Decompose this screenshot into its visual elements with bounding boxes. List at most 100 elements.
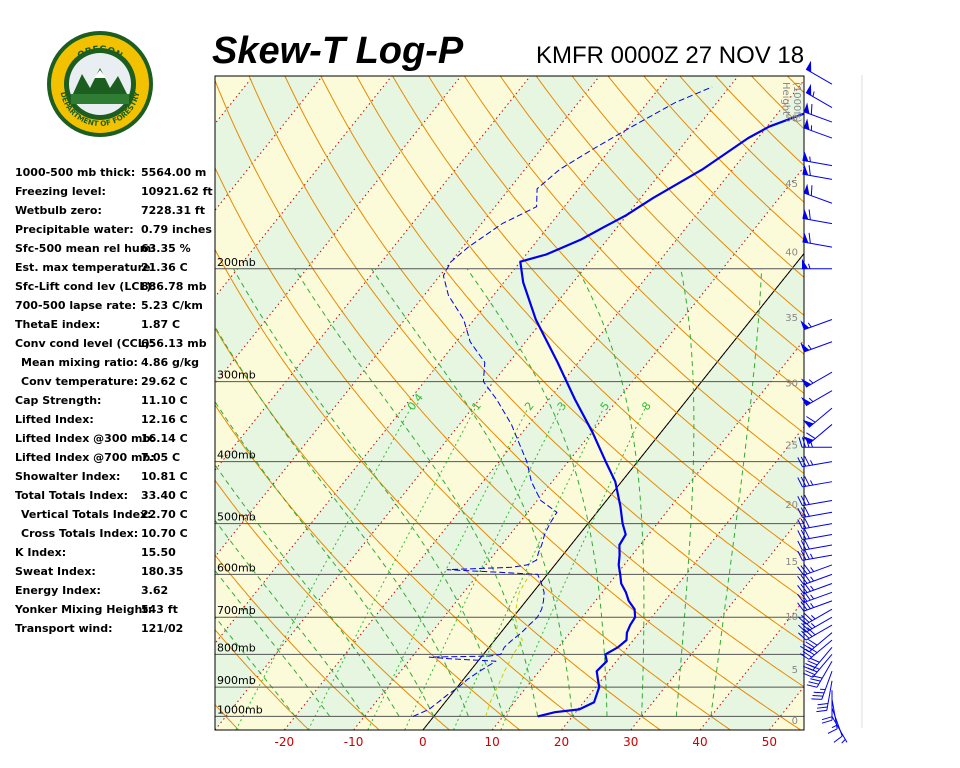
wind-barb-flag bbox=[808, 165, 811, 176]
wind-barb-flag bbox=[797, 602, 805, 612]
pressure-label: 800mb bbox=[217, 641, 256, 654]
plot-area: 0.4 1 2 3 5 8 bbox=[0, 76, 804, 730]
stat-value: 33.40 C bbox=[141, 489, 188, 502]
wind-barb-staff bbox=[808, 632, 833, 653]
dry-adiabat-line bbox=[215, 404, 521, 730]
isotherm-line bbox=[215, 76, 601, 558]
wind-barb bbox=[797, 506, 833, 518]
wind-barb-flag bbox=[800, 645, 810, 653]
stat-value: 3.62 bbox=[141, 584, 169, 597]
stat-value: 0.79 inches bbox=[141, 223, 212, 236]
wind-barb-flag bbox=[802, 643, 812, 651]
stat-label: Total Totals Index: bbox=[15, 489, 129, 502]
height-tick-label: 20 bbox=[785, 500, 798, 511]
wind-barb-flag bbox=[800, 583, 808, 593]
wind-barb-staff bbox=[802, 554, 833, 561]
wind-barb-flag bbox=[802, 672, 813, 678]
isotherm-line bbox=[0, 76, 45, 730]
wind-barb bbox=[805, 60, 833, 85]
wind-barb bbox=[802, 258, 832, 270]
stat-value: 543 ft bbox=[141, 603, 178, 616]
wind-barb-flag bbox=[808, 639, 818, 646]
mixing-ratio-line bbox=[307, 407, 476, 730]
wind-barb-pennant bbox=[803, 118, 810, 130]
dry-adiabat-line bbox=[428, 76, 804, 475]
wind-barb bbox=[797, 528, 833, 541]
wind-barb-pennant bbox=[806, 60, 812, 73]
height-tick-label: 45 bbox=[785, 179, 798, 190]
wind-barb-flag bbox=[811, 698, 822, 700]
pressure-label: 200mb bbox=[217, 256, 256, 269]
wind-barb-flag bbox=[802, 650, 812, 658]
wind-barb-flag bbox=[797, 530, 803, 540]
wind-barb-flag bbox=[797, 593, 805, 603]
wind-barb-staff bbox=[831, 699, 838, 729]
stat-label: Cross Totals Index: bbox=[21, 527, 139, 540]
wind-barb bbox=[797, 564, 833, 576]
wind-barb bbox=[802, 232, 833, 248]
wind-barb bbox=[797, 518, 833, 530]
dry-adiabat-line bbox=[320, 76, 804, 600]
wind-barb-staff bbox=[826, 680, 833, 711]
wind-barb-flag bbox=[804, 539, 810, 550]
wind-barb-flag bbox=[805, 648, 815, 656]
wind-barb-pennant bbox=[800, 342, 810, 352]
wind-barb-flag bbox=[817, 703, 829, 706]
dry-adiabat-line bbox=[463, 76, 804, 434]
stat-label: 700-500 lapse rate: bbox=[15, 299, 137, 312]
stat-label: Conv temperature: bbox=[21, 375, 139, 388]
stat-value: 29.62 C bbox=[141, 375, 188, 388]
isotherm-line bbox=[215, 76, 531, 471]
isotherm-line bbox=[0, 76, 115, 730]
wind-barb bbox=[802, 647, 833, 671]
stat-label: Wetbulb zero: bbox=[15, 204, 102, 217]
wind-barb-half-flag bbox=[841, 739, 846, 744]
wind-barb-flag bbox=[800, 653, 810, 660]
stat-value: 7228.31 ft bbox=[141, 204, 205, 217]
wind-barb-flag bbox=[806, 432, 816, 439]
isotherm-band bbox=[215, 76, 323, 211]
dry-adiabat-line bbox=[392, 76, 804, 516]
wind-barb-flag bbox=[797, 519, 803, 530]
isotherm-line bbox=[215, 76, 393, 298]
wind-barb-flag bbox=[806, 684, 818, 688]
wind-barb-half-flag bbox=[810, 567, 815, 572]
wind-barb-flag bbox=[797, 575, 805, 585]
dry-adiabat-line bbox=[215, 327, 591, 730]
wind-barb-flag bbox=[804, 494, 810, 505]
wind-barb-half-flag bbox=[808, 263, 811, 269]
wind-barb-staff bbox=[831, 707, 843, 737]
wind-barb-staff bbox=[816, 660, 833, 688]
mixing-ratio-line bbox=[404, 407, 562, 730]
wind-barb bbox=[811, 671, 833, 700]
stat-label: Yonker Mixing Height: bbox=[15, 603, 152, 616]
isotherm-line bbox=[215, 76, 670, 645]
wind-barb-flag bbox=[808, 646, 818, 654]
stat-label: Mean mixing ratio: bbox=[21, 356, 138, 369]
wind-barb-half-flag bbox=[810, 603, 815, 608]
isotherm-line bbox=[215, 76, 462, 385]
wind-barb-flag bbox=[800, 456, 807, 467]
wind-barb bbox=[797, 476, 833, 488]
stat-value: 180.35 bbox=[141, 565, 184, 578]
isotherm-band bbox=[0, 76, 184, 730]
stat-label: Lifted Index: bbox=[15, 413, 94, 426]
wind-barb-flag bbox=[808, 232, 811, 244]
wind-barb bbox=[802, 208, 833, 225]
wind-barb-half-flag bbox=[810, 442, 813, 448]
stat-value: 22.70 C bbox=[141, 508, 188, 521]
height-tick-label: 15 bbox=[785, 557, 798, 568]
pressure-label: 500mb bbox=[217, 511, 256, 524]
wind-barb bbox=[803, 118, 833, 139]
wind-barb-staff bbox=[802, 159, 833, 167]
pressure-label: 700mb bbox=[217, 604, 256, 617]
wind-barb bbox=[831, 707, 843, 743]
height-tick-label: 30 bbox=[785, 378, 798, 389]
wind-barb-staff bbox=[805, 624, 833, 641]
moist-adiabat-line bbox=[675, 268, 695, 717]
temperature-tick-label: 20 bbox=[554, 735, 569, 749]
dry-adiabat-line bbox=[215, 479, 450, 730]
wind-barb-flag bbox=[798, 632, 807, 641]
wind-barb-staff bbox=[803, 583, 833, 595]
wind-barb-flag bbox=[798, 437, 803, 448]
